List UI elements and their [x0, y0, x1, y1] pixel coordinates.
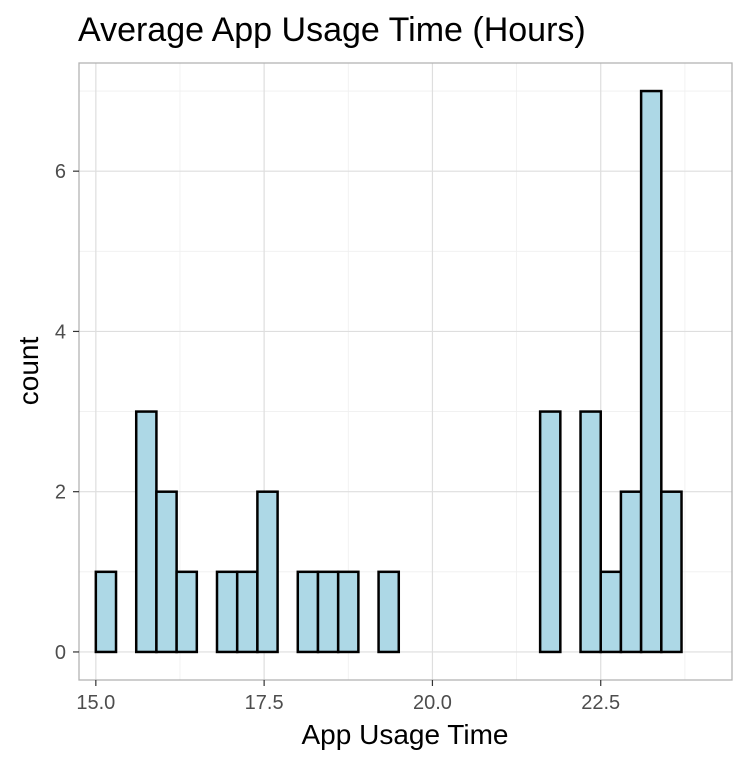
histogram-bar [538, 410, 562, 654]
y-tick-label: 6 [55, 161, 66, 183]
histogram-bar [660, 490, 683, 654]
histogram-bar [155, 490, 178, 654]
y-axis-title: count [13, 337, 44, 406]
histogram-bar [134, 410, 158, 654]
histogram-bar [377, 570, 401, 654]
plot-panel: 15.0 17.5 20.0 22.5 0 2 4 6 [55, 62, 733, 714]
histogram-bar [175, 570, 199, 654]
histogram-bar [619, 490, 643, 654]
x-axis-title: App Usage Time [302, 719, 509, 750]
x-tick-label: 15.0 [76, 692, 115, 714]
histogram-bar [296, 570, 320, 654]
histogram-bar [94, 570, 118, 654]
y-tick-label: 4 [55, 321, 66, 343]
x-tick-label: 20.0 [413, 692, 452, 714]
histogram-bar [256, 490, 279, 654]
histogram-bar [235, 570, 259, 654]
y-tick-label: 0 [55, 642, 66, 664]
histogram-bar [336, 570, 360, 654]
histogram-bar [599, 570, 623, 654]
histogram-bar [215, 570, 239, 654]
panel-border [78, 62, 733, 681]
histogram-bar [579, 410, 602, 654]
x-tick-label: 22.5 [581, 692, 620, 714]
chart-title: Average App Usage Time (Hours) [78, 11, 586, 49]
histogram-bar [316, 570, 340, 654]
histogram-bar [639, 89, 663, 654]
y-tick-label: 2 [55, 482, 66, 504]
x-tick-label: 17.5 [245, 692, 284, 714]
